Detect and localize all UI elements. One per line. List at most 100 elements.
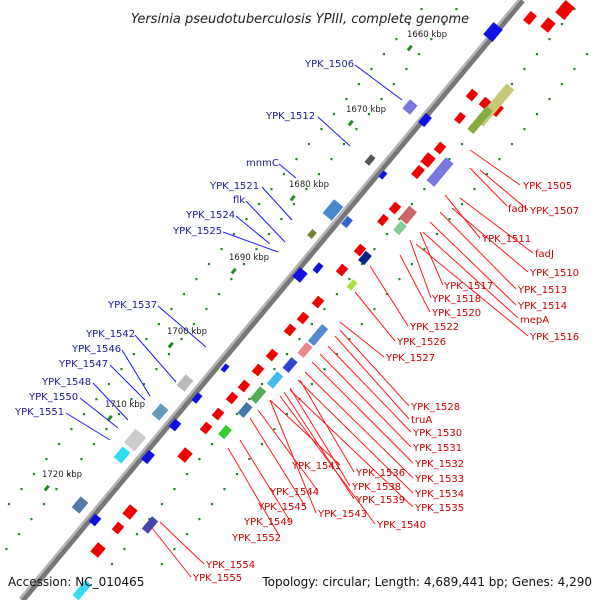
- tick-mark: [330, 158, 333, 161]
- gene-label[interactable]: YPK_1547: [58, 359, 108, 370]
- gene-label[interactable]: YPK_1537: [107, 300, 157, 311]
- connector-line: [304, 371, 414, 479]
- gene-label[interactable]: YPK_1540: [376, 520, 426, 531]
- connector-line: [239, 439, 291, 522]
- gene-label[interactable]: YPK_1521: [209, 181, 259, 192]
- connector-line: [469, 149, 521, 186]
- gene-label[interactable]: YPK_1536: [355, 468, 405, 479]
- gene-label[interactable]: YPK_1517: [443, 281, 493, 292]
- tick-mark: [235, 473, 239, 476]
- tick-mark: [282, 173, 286, 176]
- gene-label[interactable]: YPK_1530: [412, 428, 462, 439]
- gene-label[interactable]: YPK_1524: [185, 210, 235, 221]
- gene-label[interactable]: fadJ: [535, 249, 554, 260]
- connector-line: [429, 221, 517, 306]
- tick-mark: [280, 218, 283, 221]
- connector-line: [79, 397, 119, 429]
- tick-mark: [332, 113, 336, 116]
- gene-label[interactable]: YPK_1531: [412, 443, 462, 454]
- gene-label[interactable]: YPK_1513: [517, 285, 567, 296]
- gene-label[interactable]: YPK_1527: [385, 353, 435, 364]
- tick-mark: [535, 53, 539, 56]
- reverse-gene: [199, 421, 213, 435]
- gene-label[interactable]: flk: [233, 195, 245, 206]
- gene-label[interactable]: YPK_1514: [517, 301, 567, 312]
- connector-line: [249, 417, 306, 507]
- tick-mark: [323, 308, 326, 311]
- label-connectors: [65, 64, 534, 578]
- tick-mark: [182, 293, 186, 296]
- tick-mark: [392, 83, 396, 86]
- gene-label[interactable]: YPK_1539: [355, 495, 405, 506]
- tick-mark: [420, 8, 423, 11]
- tick-mark: [535, 113, 539, 116]
- scale-label-1670: 1670 kbp: [346, 105, 386, 115]
- gene-label[interactable]: YPK_1548: [41, 377, 91, 388]
- gene-label[interactable]: YPK_1555: [192, 573, 242, 584]
- tick-mark: [360, 263, 364, 266]
- gene-label[interactable]: YPK_1545: [257, 502, 307, 513]
- gene-label[interactable]: YPK_1526: [396, 337, 446, 348]
- gene-label[interactable]: YPK_1534: [414, 489, 464, 500]
- forward-gene: [141, 449, 155, 465]
- forward-gene: [378, 170, 388, 180]
- reverse-gene: [465, 88, 479, 102]
- gene-label[interactable]: YPK_1511: [481, 234, 531, 245]
- tick-mark: [273, 428, 276, 431]
- connector-line: [327, 345, 412, 433]
- gene-label[interactable]: YPK_1546: [71, 344, 121, 355]
- forward-gene: [113, 446, 131, 464]
- tick-mark: [180, 338, 183, 341]
- gene-label[interactable]: YPK_1542: [85, 329, 135, 340]
- tick-mark: [373, 248, 376, 251]
- gene-label[interactable]: YPK_1505: [522, 181, 572, 192]
- gene-label[interactable]: YPK_1538: [351, 482, 401, 493]
- gene-label[interactable]: YPK_1549: [243, 517, 293, 528]
- reverse-gene-detail: [218, 424, 232, 440]
- forward-gene: [123, 428, 147, 452]
- tick-mark: [248, 398, 251, 401]
- gene-label[interactable]: YPK_1512: [265, 111, 315, 122]
- gene-label[interactable]: mepA: [520, 315, 549, 326]
- gene-label[interactable]: YPK_1552: [231, 533, 281, 544]
- gene-label[interactable]: YPK_1550: [28, 392, 78, 403]
- gene-label[interactable]: truA: [411, 415, 432, 426]
- tick-mark: [548, 38, 551, 41]
- gene-label[interactable]: mnmC: [246, 158, 279, 169]
- gene-label[interactable]: YPK_1520: [431, 308, 481, 319]
- forward-gene: [364, 154, 376, 166]
- gene-label[interactable]: YPK_1532: [414, 459, 464, 470]
- reverse-gene: [454, 111, 466, 125]
- tick-mark: [442, 23, 446, 26]
- reverse-gene: [251, 363, 265, 377]
- forward-gene: [191, 392, 203, 404]
- gene-label[interactable]: YPK_1543: [317, 509, 367, 520]
- gene-label[interactable]: fadI: [508, 204, 527, 215]
- tick-mark: [510, 143, 514, 146]
- tick-mark: [135, 533, 139, 536]
- gene-label[interactable]: YPK_1554: [205, 560, 255, 571]
- reverse-gene: [237, 379, 251, 393]
- tick-mark: [155, 368, 158, 371]
- gene-label[interactable]: YPK_1541: [291, 461, 341, 472]
- gene-label[interactable]: YPK_1533: [414, 474, 464, 485]
- tick-mark: [173, 548, 176, 551]
- connector-line: [459, 197, 534, 254]
- gene-label[interactable]: YPK_1544: [269, 487, 319, 498]
- gene-label[interactable]: YPK_1535: [414, 503, 464, 514]
- gene-label[interactable]: YPK_1528: [410, 402, 460, 413]
- gene-label[interactable]: YPK_1507: [529, 206, 579, 217]
- forward-gene: [402, 99, 418, 115]
- gene-label[interactable]: YPK_1516: [529, 332, 579, 343]
- gene-label[interactable]: YPK_1525: [172, 226, 222, 237]
- gene-label[interactable]: YPK_1518: [431, 294, 481, 305]
- tick-mark: [192, 323, 196, 326]
- tick-mark: [55, 488, 58, 491]
- gene-label[interactable]: YPK_1522: [409, 322, 459, 333]
- reverse-gene-detail: [358, 250, 372, 266]
- connector-line: [334, 335, 410, 420]
- tick-mark: [285, 353, 289, 356]
- gene-label[interactable]: YPK_1506: [304, 59, 354, 70]
- gene-label[interactable]: YPK_1510: [529, 268, 579, 279]
- gene-label[interactable]: YPK_1551: [14, 407, 64, 418]
